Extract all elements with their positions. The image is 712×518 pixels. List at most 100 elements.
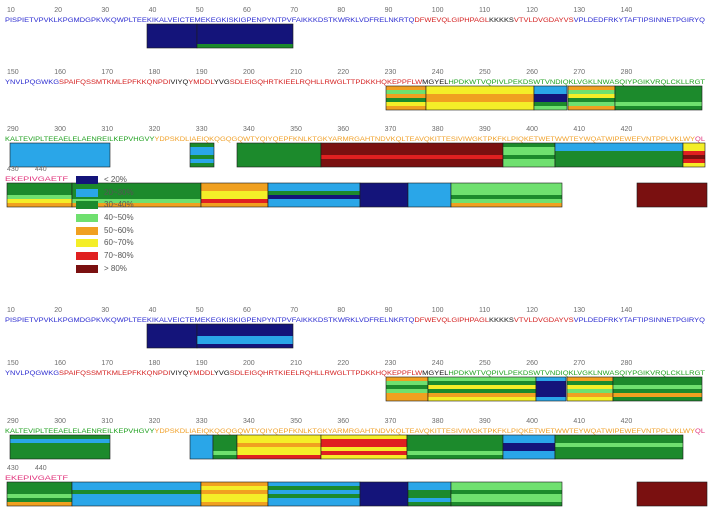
sequence-segment: VIYQ <box>170 370 188 377</box>
coverage-band <box>201 187 268 191</box>
coverage-block <box>359 481 409 507</box>
coverage-band <box>683 159 705 163</box>
coverage-block <box>146 23 198 49</box>
sequence-segment: KKKKS <box>489 17 515 24</box>
coverage-band <box>503 439 555 443</box>
position-tick-label: 270 <box>573 69 585 76</box>
sequence-segment: VTVLDVGDAYVS <box>514 17 574 24</box>
coverage-band <box>386 393 428 397</box>
coverage-band <box>360 482 408 486</box>
coverage-band <box>201 183 268 187</box>
coverage-block <box>427 376 537 402</box>
coverage-band <box>567 397 613 401</box>
coverage-band <box>321 447 407 451</box>
coverage-band <box>7 183 72 187</box>
coverage-legend: < 20% 20~30% 30~40% 40~50% 50~60% 60~70%… <box>76 174 196 276</box>
legend-swatch <box>76 252 98 261</box>
coverage-band <box>555 447 683 451</box>
position-tick-label: 90 <box>385 307 393 314</box>
sequence-segment: SDLEIGQHRTKIEELRQHLLRWGLTTPDKKHQKEPPFLW <box>230 370 423 377</box>
coverage-block <box>212 434 238 460</box>
coverage-band <box>237 439 321 443</box>
coverage-band <box>10 447 110 451</box>
coverage-band <box>451 187 562 191</box>
sequence-segment: VIYQ <box>170 79 188 86</box>
position-tick-label: 360 <box>337 126 349 133</box>
coverage-band <box>426 102 534 106</box>
coverage-band <box>237 147 321 151</box>
position-tick-label: 290 <box>7 418 19 425</box>
coverage-band <box>386 385 428 389</box>
coverage-band <box>72 203 201 207</box>
coverage-block-outline <box>636 481 708 507</box>
position-tick-label: 130 <box>573 7 585 14</box>
sequence-segment: HPDKWTVQPIVLPEKDSWTVNDIQKLVGKLNWASQIYPGI… <box>448 79 705 86</box>
coverage-band <box>567 381 613 385</box>
coverage-block-outline <box>612 376 703 402</box>
coverage-band <box>637 191 707 195</box>
coverage-band <box>386 86 426 90</box>
position-tick-label: 30 <box>101 7 109 14</box>
sequence-segment: YDPSKDLIAEIQKQGQGQWTYQIYQEPFKNLKTGKYARMR… <box>154 136 695 143</box>
coverage-band <box>147 336 197 340</box>
coverage-band <box>197 28 293 32</box>
coverage-band <box>503 159 555 163</box>
coverage-band <box>536 381 566 385</box>
coverage-band <box>683 151 705 155</box>
position-tick-label: 390 <box>479 418 491 425</box>
sequence-line: EKEPIVGAETF <box>5 176 68 183</box>
coverage-band <box>555 455 683 459</box>
coverage-band <box>386 106 426 110</box>
coverage-band <box>615 98 702 102</box>
coverage-block <box>9 142 111 168</box>
coverage-band <box>190 439 213 443</box>
coverage-band <box>428 377 536 381</box>
coverage-band <box>197 344 293 348</box>
sequence-segment: VPLDEDFRKYTAFTIPSINNETPGIRYQ <box>574 317 705 324</box>
coverage-band <box>321 159 503 163</box>
position-tick-label: 150 <box>7 69 19 76</box>
position-tick-label: 350 <box>290 126 302 133</box>
coverage-band <box>201 502 268 506</box>
coverage-band <box>237 455 321 459</box>
legend-item: 20~30% <box>76 187 196 200</box>
coverage-band <box>568 102 615 106</box>
coverage-band <box>637 502 707 506</box>
coverage-band <box>147 24 197 28</box>
position-tick-label: 250 <box>479 69 491 76</box>
sequence-line: EKEPIVGAETF <box>5 475 68 482</box>
coverage-band <box>428 385 536 389</box>
coverage-band <box>613 397 702 401</box>
coverage-block <box>554 434 684 460</box>
coverage-band <box>360 195 408 199</box>
coverage-band <box>451 482 562 486</box>
coverage-band <box>613 389 702 393</box>
coverage-band <box>555 155 683 159</box>
coverage-band <box>10 439 110 443</box>
position-tick-label: 260 <box>526 69 538 76</box>
position-tick-label: 160 <box>54 360 66 367</box>
coverage-block <box>200 481 269 507</box>
coverage-band <box>555 451 683 455</box>
coverage-band <box>7 502 72 506</box>
sequence-segment: PISPIETVPVKLKPGMDGPKVKQWPLTEEKIKALVEICTE… <box>5 17 414 24</box>
position-tick-label: 280 <box>621 69 633 76</box>
coverage-block <box>267 182 361 208</box>
top-coverage-map: 10 20 30 40 50 60 70 80 90 100 110 120 130 140 PISPIET… <box>5 7 708 208</box>
sequence-segment: DFWEVQLGIPHPAGL <box>414 317 489 324</box>
sequence-segment: KALTEVIPLTEEAELELAENREILKEPVHGVY <box>5 136 155 143</box>
coverage-block-outline <box>682 142 706 168</box>
coverage-band <box>568 94 615 98</box>
position-tick-label: 180 <box>149 69 161 76</box>
sequence-line: PISPIETVPVKLKPGMDGPKVKQWPLTEEKIKALVEICTE… <box>5 17 705 24</box>
coverage-band <box>555 163 683 167</box>
coverage-band <box>10 159 110 163</box>
sequence-segment: YMDDL <box>188 370 215 377</box>
coverage-band <box>503 435 555 439</box>
position-tick-label: 250 <box>479 360 491 367</box>
coverage-band <box>147 28 197 32</box>
coverage-band <box>360 199 408 203</box>
position-tick-label: 100 <box>432 7 444 14</box>
bottom-coverage-panel: 10 20 30 40 50 60 70 80 90 100 110 120 130 140 PISPIET… <box>0 300 712 513</box>
coverage-band <box>237 435 321 439</box>
